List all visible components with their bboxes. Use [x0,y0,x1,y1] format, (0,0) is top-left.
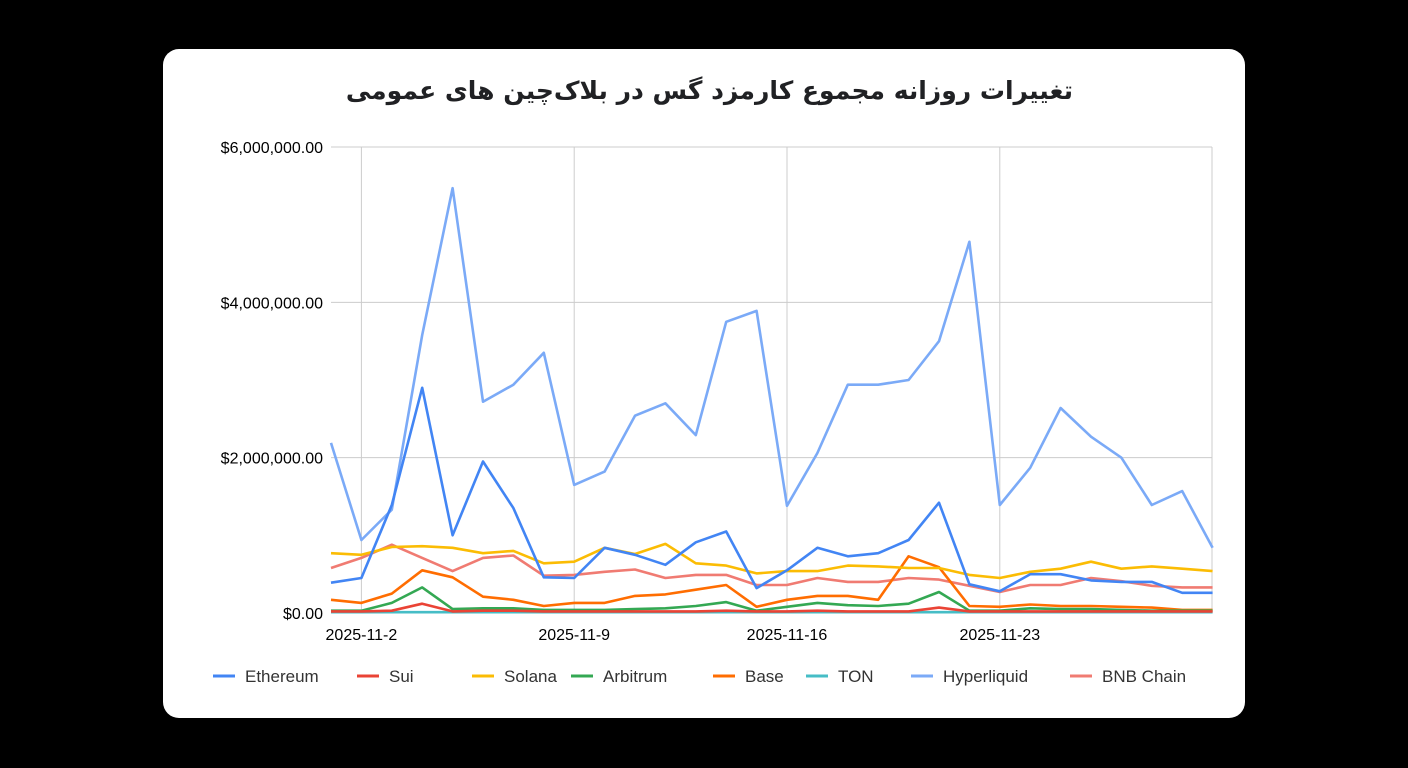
x-tick-label: 2025-11-9 [538,627,610,644]
series-line-solana [330,542,1213,580]
legend-label: Base [745,667,784,686]
legend-label: Ethereum [245,667,319,686]
series-line-base [330,554,1213,612]
x-tick-label: 2025-11-23 [959,627,1040,644]
x-tick-label: 2025-11-2 [326,627,398,644]
y-tick-label: $2,000,000.00 [221,451,323,468]
series-line-arbitrum [331,586,1213,613]
series-line-bnb-chain [330,543,1213,594]
legend-label: Hyperliquid [943,667,1028,686]
x-tick-label: 2025-11-16 [747,627,828,644]
legend-label: TON [838,667,874,686]
legend-label: Solana [504,667,557,686]
series-line-ethereum [330,386,1213,595]
y-tick-label: $0.00 [283,606,323,623]
series-line-sui [331,602,1213,613]
y-tick-label: $4,000,000.00 [221,295,323,312]
legend-label: Sui [389,667,414,686]
series-line-hyperliquid [329,186,1214,549]
y-tick-label: $6,000,000.00 [221,140,323,157]
legend-label: BNB Chain [1102,667,1186,686]
chart-title: تغییرات روزانه مجموع کارمزد گس در بلاک‌چ… [345,76,1073,105]
legend-label: Arbitrum [603,667,667,686]
